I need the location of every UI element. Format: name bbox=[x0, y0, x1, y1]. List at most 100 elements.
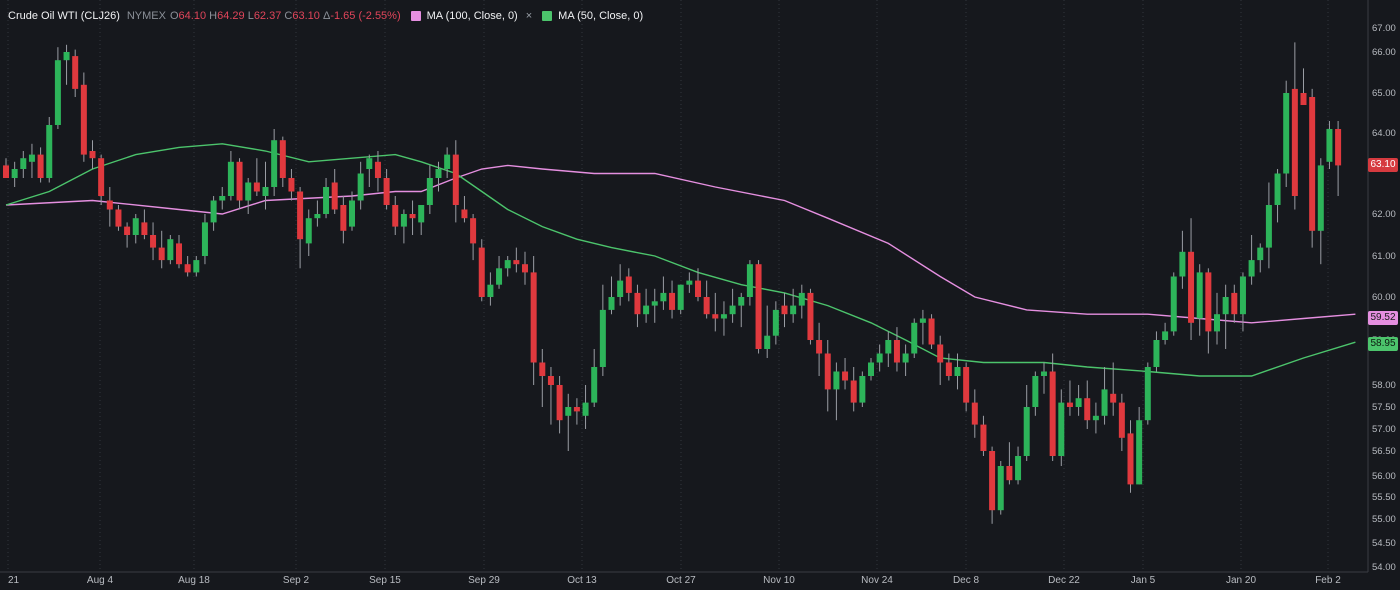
candle[interactable] bbox=[876, 344, 883, 372]
candle[interactable] bbox=[150, 222, 157, 261]
candle[interactable] bbox=[1179, 230, 1186, 289]
candle[interactable] bbox=[1136, 407, 1143, 485]
candle[interactable] bbox=[349, 191, 355, 231]
candle[interactable] bbox=[651, 288, 658, 323]
candle[interactable] bbox=[383, 169, 390, 210]
candle[interactable] bbox=[686, 272, 693, 293]
candle[interactable] bbox=[539, 349, 546, 407]
candle[interactable] bbox=[695, 268, 701, 302]
candle[interactable] bbox=[1283, 80, 1290, 187]
candle[interactable] bbox=[669, 280, 676, 319]
candle[interactable] bbox=[911, 318, 918, 359]
candle[interactable] bbox=[20, 151, 27, 178]
candle[interactable] bbox=[1326, 121, 1333, 169]
candle[interactable] bbox=[954, 353, 961, 390]
candle[interactable] bbox=[547, 367, 554, 425]
candle[interactable] bbox=[565, 393, 572, 451]
candle[interactable] bbox=[1335, 121, 1342, 196]
candle[interactable] bbox=[764, 305, 771, 358]
candle[interactable] bbox=[772, 301, 779, 345]
candle[interactable] bbox=[444, 147, 451, 178]
candle[interactable] bbox=[1309, 88, 1316, 248]
candle[interactable] bbox=[530, 256, 537, 385]
candle[interactable] bbox=[816, 322, 823, 376]
candle[interactable] bbox=[971, 389, 978, 438]
candle[interactable] bbox=[573, 398, 580, 425]
candle[interactable] bbox=[1300, 68, 1307, 105]
candle[interactable] bbox=[374, 151, 381, 192]
candle[interactable] bbox=[141, 209, 148, 240]
candle[interactable] bbox=[193, 256, 200, 277]
candle[interactable] bbox=[1231, 284, 1238, 323]
ma50-legend-label[interactable]: MA (50, Close, 0) bbox=[558, 10, 644, 22]
candle[interactable] bbox=[236, 158, 243, 210]
candle[interactable] bbox=[902, 344, 909, 377]
candle[interactable] bbox=[400, 209, 407, 244]
candle[interactable] bbox=[124, 222, 131, 248]
candle[interactable] bbox=[279, 136, 286, 187]
candle[interactable] bbox=[720, 301, 727, 336]
candlesticks[interactable] bbox=[3, 42, 1342, 524]
candle[interactable] bbox=[201, 214, 208, 265]
candle[interactable] bbox=[1066, 380, 1073, 416]
candle[interactable] bbox=[868, 358, 874, 381]
candle[interactable] bbox=[893, 327, 900, 372]
candle[interactable] bbox=[1162, 322, 1169, 345]
candle[interactable] bbox=[106, 187, 113, 227]
candle[interactable] bbox=[738, 292, 745, 328]
candle[interactable] bbox=[945, 353, 952, 381]
candle[interactable] bbox=[37, 147, 44, 183]
candle[interactable] bbox=[625, 268, 632, 302]
candle[interactable] bbox=[980, 415, 987, 456]
candle[interactable] bbox=[582, 385, 589, 429]
candle[interactable] bbox=[504, 256, 511, 277]
candle[interactable] bbox=[1118, 393, 1125, 451]
candle[interactable] bbox=[1205, 268, 1212, 354]
candle[interactable] bbox=[1092, 402, 1099, 434]
candle[interactable] bbox=[703, 280, 710, 319]
candle[interactable] bbox=[461, 196, 468, 223]
candle[interactable] bbox=[885, 331, 892, 367]
candle[interactable] bbox=[184, 256, 191, 277]
candle[interactable] bbox=[158, 230, 165, 269]
candle[interactable] bbox=[132, 214, 139, 244]
candle[interactable] bbox=[591, 349, 598, 407]
candle[interactable] bbox=[989, 446, 996, 524]
candle[interactable] bbox=[3, 158, 9, 178]
candle[interactable] bbox=[928, 314, 935, 349]
candle[interactable] bbox=[28, 143, 35, 178]
candle[interactable] bbox=[167, 235, 174, 265]
candle[interactable] bbox=[80, 72, 87, 162]
candle[interactable] bbox=[63, 44, 70, 85]
candle[interactable] bbox=[798, 284, 805, 319]
candle[interactable] bbox=[937, 335, 944, 385]
candle[interactable] bbox=[1058, 389, 1065, 466]
candle[interactable] bbox=[115, 205, 122, 231]
candle[interactable] bbox=[833, 362, 840, 421]
candle[interactable] bbox=[1257, 243, 1264, 273]
remove-ma100-icon[interactable]: × bbox=[525, 10, 533, 22]
candle[interactable] bbox=[1317, 158, 1324, 265]
candle[interactable] bbox=[219, 187, 226, 210]
candle[interactable] bbox=[1196, 264, 1203, 336]
candle[interactable] bbox=[435, 161, 442, 192]
candle[interactable] bbox=[245, 178, 252, 214]
candle[interactable] bbox=[1015, 446, 1022, 485]
candle[interactable] bbox=[807, 288, 814, 345]
candle[interactable] bbox=[712, 292, 719, 332]
candle[interactable] bbox=[1049, 353, 1056, 462]
candle[interactable] bbox=[677, 284, 684, 315]
candle[interactable] bbox=[997, 461, 1004, 515]
candle[interactable] bbox=[305, 209, 312, 257]
candle[interactable] bbox=[859, 371, 866, 408]
candle[interactable] bbox=[1101, 367, 1108, 425]
candle[interactable] bbox=[634, 284, 641, 328]
candle[interactable] bbox=[755, 260, 762, 354]
candle[interactable] bbox=[790, 288, 797, 323]
candle[interactable] bbox=[1032, 371, 1039, 416]
candle[interactable] bbox=[253, 158, 260, 196]
candle[interactable] bbox=[1006, 442, 1013, 485]
candle[interactable] bbox=[1291, 42, 1298, 210]
